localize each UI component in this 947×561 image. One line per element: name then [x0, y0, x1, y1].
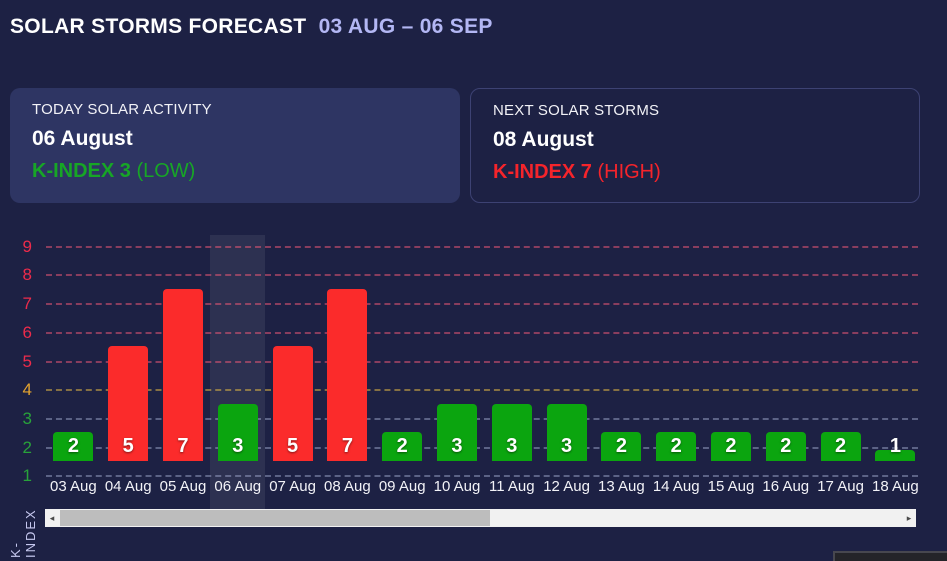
- x-tick-08-aug: 08 Aug: [324, 478, 371, 495]
- kindex-bar-05-aug[interactable]: [163, 288, 203, 461]
- bar-value-label: 2: [67, 435, 79, 457]
- y-tick-5: 5: [22, 351, 32, 371]
- y-tick-7: 7: [22, 294, 32, 314]
- gridline-3: [46, 417, 918, 420]
- kindex-bar-16-aug[interactable]: [765, 432, 806, 461]
- x-tick-17-aug: 17 Aug: [817, 478, 864, 495]
- kindex-bar-14-aug[interactable]: [656, 432, 697, 461]
- bar-value-label: 2: [835, 435, 847, 457]
- next-card-date: 08 August: [493, 128, 594, 151]
- kindex-bar-09-aug[interactable]: [382, 432, 423, 461]
- next-kindex-value: K-INDEX 7: [493, 161, 592, 183]
- y-axis-title: K-INDEX: [8, 508, 38, 558]
- kindex-bar-08-aug[interactable]: [327, 288, 368, 461]
- scrollbar-thumb[interactable]: [60, 510, 490, 526]
- bar-value-label: 2: [780, 435, 792, 457]
- chart-horizontal-scrollbar[interactable]: ◂ ▸: [45, 509, 916, 527]
- x-tick-13-aug: 13 Aug: [598, 478, 645, 495]
- kindex-bar-06-aug[interactable]: [217, 403, 258, 461]
- bottom-right-partial-panel: [833, 551, 947, 561]
- kindex-bar-04-aug[interactable]: [108, 346, 149, 461]
- kindex-bar-03-aug[interactable]: [53, 432, 94, 461]
- x-tick-03-aug: 03 Aug: [50, 478, 97, 495]
- y-tick-4: 4: [22, 380, 32, 400]
- bar-value-label: 3: [506, 435, 518, 457]
- next-card-kindex: K-INDEX 7 (HIGH): [493, 161, 897, 184]
- today-card-date: 06 August: [32, 127, 133, 150]
- y-tick-9: 9: [22, 236, 32, 256]
- today-kindex-value: K-INDEX 3: [32, 160, 131, 182]
- bar-value-label: 2: [725, 435, 737, 457]
- today-solar-activity-card: TODAY SOLAR ACTIVITY 06 August K-INDEX 3…: [10, 88, 460, 203]
- gridline-9: [46, 245, 918, 248]
- next-kindex-level: (HIGH): [597, 161, 661, 183]
- x-tick-16-aug: 16 Aug: [762, 478, 810, 495]
- bar-value-label: 5: [287, 435, 299, 457]
- bar-value-label: 3: [232, 435, 244, 457]
- kindex-bar-07-aug[interactable]: [272, 346, 313, 461]
- kindex-chart: 1 2 3 4 5 6 7 8 9 2 03 Aug 5 04 Aug 7 05 Aug 3 06 Aug 5 07…: [0, 235, 947, 511]
- scrollbar-left-arrow-icon[interactable]: ◂: [49, 513, 55, 523]
- gridline-7: [46, 303, 918, 306]
- x-tick-04-aug: 04 Aug: [104, 478, 152, 495]
- today-card-title: TODAY SOLAR ACTIVITY: [32, 101, 212, 118]
- bar-value-label: 3: [561, 435, 573, 457]
- page-title-date-range: 03 AUG – 06 SEP: [318, 15, 493, 38]
- y-tick-8: 8: [22, 265, 32, 285]
- y-tick-6: 6: [22, 322, 32, 342]
- x-tick-18-aug: 18 Aug: [872, 478, 919, 495]
- gridline-8: [46, 274, 918, 277]
- gridline-4: [46, 389, 918, 392]
- bar-value-label: 2: [396, 435, 408, 457]
- gridline-5: [46, 360, 918, 363]
- x-tick-11-aug: 11 Aug: [488, 478, 535, 495]
- bar-value-label: 5: [122, 435, 134, 457]
- kindex-bar-10-aug[interactable]: [437, 403, 477, 461]
- bar-value-label: 2: [615, 435, 627, 457]
- today-card-kindex: K-INDEX 3 (LOW): [32, 160, 438, 183]
- bar-value-label: 7: [341, 435, 353, 457]
- page-title: SOLAR STORMS FORECAST 03 AUG – 06 SEP: [10, 15, 493, 39]
- gridline-2: [46, 446, 918, 449]
- kindex-bar-15-aug[interactable]: [711, 432, 751, 461]
- x-tick-06-aug: 06 Aug: [214, 478, 262, 495]
- y-tick-2: 2: [22, 437, 32, 457]
- next-solar-storms-card: NEXT SOLAR STORMS 08 August K-INDEX 7 (H…: [470, 88, 920, 203]
- x-tick-09-aug: 09 Aug: [378, 478, 426, 495]
- scrollbar-track[interactable]: [59, 509, 902, 527]
- gridline-6: [46, 331, 918, 334]
- scrollbar-right-arrow-icon[interactable]: ▸: [906, 513, 912, 523]
- bar-value-label: 1: [889, 435, 901, 457]
- x-tick-15-aug: 15 Aug: [707, 478, 755, 495]
- y-tick-1: 1: [22, 466, 32, 486]
- next-card-title: NEXT SOLAR STORMS: [493, 102, 660, 119]
- kindex-bar-18-aug[interactable]: [875, 450, 916, 461]
- bar-value-label: 3: [451, 435, 463, 457]
- gridline-1: [46, 475, 918, 478]
- x-tick-07-aug: 07 Aug: [269, 478, 316, 495]
- kindex-bar-11-aug[interactable]: [491, 403, 532, 461]
- y-tick-3: 3: [22, 408, 32, 428]
- page-title-text: SOLAR STORMS FORECAST: [10, 15, 307, 38]
- x-tick-12-aug: 12 Aug: [543, 478, 590, 495]
- bar-value-label: 7: [177, 435, 189, 457]
- kindex-bar-17-aug[interactable]: [820, 432, 861, 461]
- today-kindex-level: (LOW): [136, 160, 196, 182]
- x-tick-05-aug: 05 Aug: [159, 478, 207, 495]
- kindex-bar-12-aug[interactable]: [546, 403, 587, 461]
- highlighted-day-band: [210, 235, 266, 511]
- kindex-bar-13-aug[interactable]: [601, 432, 642, 461]
- x-tick-14-aug: 14 Aug: [652, 478, 700, 495]
- x-tick-10-aug: 10 Aug: [433, 478, 481, 495]
- bar-value-label: 2: [670, 435, 682, 457]
